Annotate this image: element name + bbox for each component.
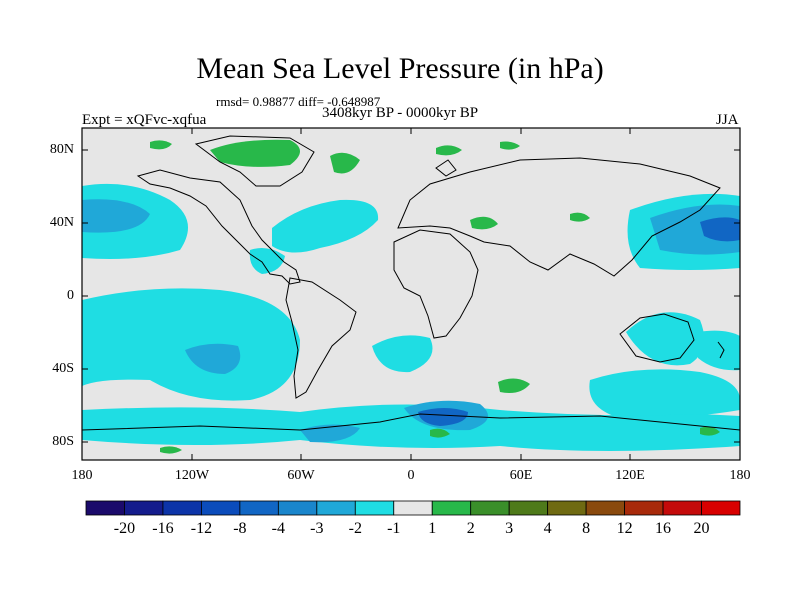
lat-label-40n: 40N bbox=[49, 215, 74, 230]
weddell-deep-core bbox=[418, 408, 468, 426]
season-label: JJA bbox=[716, 112, 739, 128]
colorbar-label: -1 bbox=[387, 520, 401, 537]
north-pacific-west-core bbox=[82, 199, 150, 233]
colorbar-label: 4 bbox=[543, 520, 552, 537]
tasman-patch bbox=[698, 330, 740, 371]
colorbar-label: 1 bbox=[428, 520, 437, 537]
map-title: Mean Sea Level Pressure (in hPa) bbox=[196, 52, 604, 85]
arctic-patch-3 bbox=[500, 141, 520, 150]
colorbar-swatch bbox=[316, 500, 356, 516]
colorbar-label: 12 bbox=[616, 520, 633, 537]
colorbar-swatch bbox=[201, 500, 241, 516]
south-pacific-core bbox=[185, 343, 241, 374]
colorbar-label: -2 bbox=[348, 520, 362, 537]
colorbar bbox=[85, 500, 741, 516]
experiment-label: Expt = xQFvc-xqfua bbox=[82, 112, 207, 128]
east-asia-patch bbox=[570, 212, 590, 222]
north-pacific-east-mid bbox=[650, 204, 740, 255]
colorbar-swatch bbox=[239, 500, 279, 516]
colorbar-swatch bbox=[585, 500, 625, 516]
lon-label-60e: 60E bbox=[509, 468, 533, 483]
australia-coast bbox=[619, 313, 695, 363]
arctic-patch-1 bbox=[150, 140, 172, 150]
map-panel bbox=[81, 127, 741, 461]
colorbar-label: 2 bbox=[466, 520, 475, 537]
axis-ticks bbox=[81, 128, 741, 460]
north-pacific-east-core bbox=[700, 217, 740, 242]
new-zealand-coast bbox=[717, 341, 725, 359]
eurasia-coast bbox=[397, 157, 721, 277]
antarctica-coast bbox=[81, 413, 741, 431]
colorbar-label: 16 bbox=[655, 520, 672, 537]
colorbar-label: 3 bbox=[505, 520, 514, 537]
colorbar-label: 20 bbox=[693, 520, 710, 537]
positive-anomaly-regions bbox=[150, 139, 720, 454]
south-atlantic-patch bbox=[372, 335, 433, 373]
lon-label-180e: 180 bbox=[729, 468, 751, 483]
lon-label-120e: 120E bbox=[615, 468, 645, 483]
greenland-east-patch bbox=[330, 152, 360, 174]
lat-label-80s: 80S bbox=[52, 434, 74, 449]
colorbar-label: -8 bbox=[233, 520, 247, 537]
lon-label-180w: 180 bbox=[71, 468, 93, 483]
colorbar-swatch bbox=[547, 500, 587, 516]
colorbar-swatch bbox=[393, 500, 433, 516]
colorbar-swatch bbox=[701, 500, 741, 516]
colorbar-swatch bbox=[124, 500, 164, 516]
central-asia-patch bbox=[470, 216, 498, 230]
colorbar-label: -3 bbox=[310, 520, 324, 537]
south-america-coast bbox=[285, 277, 357, 399]
greenland-coast bbox=[194, 135, 315, 187]
lat-label-80n: 80N bbox=[49, 142, 74, 157]
colorbar-swatch bbox=[354, 500, 395, 516]
colorbar-label: -4 bbox=[271, 520, 285, 537]
greenland-patch bbox=[210, 139, 300, 167]
colorbar-swatch bbox=[162, 500, 202, 516]
colorbar-swatch bbox=[624, 500, 664, 516]
lat-label-40s: 40S bbox=[52, 361, 74, 376]
arctic-patch-2 bbox=[436, 145, 462, 156]
lat-label-0: 0 bbox=[67, 288, 74, 303]
colorbar-label: -20 bbox=[113, 520, 136, 537]
strong-negative-regions bbox=[418, 217, 740, 426]
stats-line: rmsd= 0.98877 diff= -0.648987 bbox=[216, 94, 381, 109]
colorbar-label: 8 bbox=[582, 520, 591, 537]
africa-coast bbox=[393, 229, 479, 339]
colorbar-swatch bbox=[470, 500, 510, 516]
north-atlantic-patch bbox=[272, 199, 379, 253]
lon-label-60w: 60W bbox=[287, 468, 315, 483]
southern-ocean-east-patch bbox=[589, 369, 740, 419]
north-america-coast bbox=[136, 169, 301, 285]
south-pacific-patch bbox=[82, 288, 300, 401]
colorbar-swatch bbox=[508, 500, 549, 516]
medium-negative-regions bbox=[82, 199, 740, 443]
colorbar-swatch bbox=[431, 500, 472, 516]
colorbar-label: -16 bbox=[152, 520, 174, 537]
colorbar-swatch bbox=[85, 500, 125, 516]
south-indian-patch bbox=[498, 378, 530, 393]
period-label: 3408kyr BP - 0000kyr BP bbox=[322, 105, 479, 121]
antarctic-green-3 bbox=[700, 426, 720, 436]
antarctic-green-2 bbox=[430, 428, 450, 438]
colorbar-swatch bbox=[277, 500, 318, 516]
scandinavia-detail bbox=[435, 159, 457, 177]
lon-label-120w: 120W bbox=[174, 468, 210, 483]
lon-label-0: 0 bbox=[407, 468, 415, 483]
colorbar-swatch bbox=[662, 500, 702, 516]
antarctic-green-1 bbox=[160, 446, 182, 454]
colorbar-label: -12 bbox=[190, 520, 213, 537]
coastlines bbox=[81, 135, 741, 431]
